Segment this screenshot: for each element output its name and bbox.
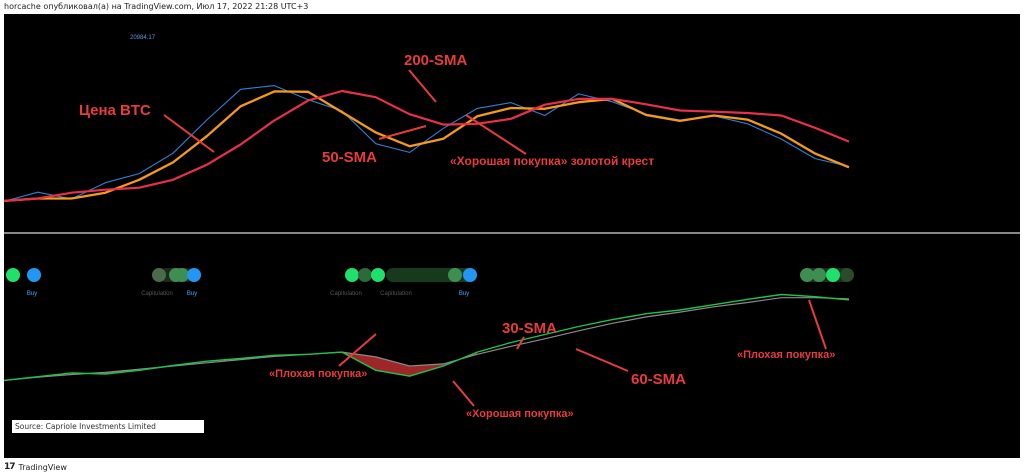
sma-50-line xyxy=(3,90,850,203)
arrow-btc-price xyxy=(163,114,215,153)
signal-dot xyxy=(27,268,41,282)
signal-dot xyxy=(812,268,826,282)
signal-label: Buy xyxy=(187,291,197,297)
signal-dot xyxy=(448,268,462,282)
annotation-golden-cross: «Хорошая покупка» золотой крест xyxy=(450,154,654,168)
signal-markers: Buy Capitulation Buy Capitulation Capitulati… xyxy=(6,268,854,297)
sma-60-line xyxy=(3,297,850,381)
footer: 17 TradingView xyxy=(4,460,67,474)
arrow-sma-200 xyxy=(408,69,437,103)
annotation-sma-50: 50-SMA xyxy=(322,149,377,166)
signal-label: Buy xyxy=(459,291,469,297)
tradingview-brand: TradingView xyxy=(18,462,67,472)
annotation-sma-60: 60-SMA xyxy=(631,371,686,388)
indicator-pane xyxy=(3,293,850,382)
arrow-good-buy xyxy=(452,380,475,407)
signal-dot xyxy=(840,268,854,282)
signal-label: Capitulation xyxy=(330,291,362,297)
sma-30-line xyxy=(3,293,850,382)
annotations: Цена BTC 200-SMA 50-SMA «Хорошая покупка» з… xyxy=(79,52,835,420)
signal-dot xyxy=(187,268,201,282)
signal-label: Capitulation xyxy=(380,291,412,297)
signal-dot xyxy=(175,268,189,282)
price-pane: 20984.17 xyxy=(3,35,850,203)
signal-dot xyxy=(826,268,840,282)
sma-200-line xyxy=(3,89,850,202)
annotation-good-buy: «Хорошая покупка» xyxy=(466,408,574,420)
tradingview-logo: 17 xyxy=(4,462,15,472)
annotation-sma-30: 30-SMA xyxy=(502,320,557,337)
source-label: Source: Capriole Investments Limited xyxy=(12,420,204,433)
signal-dot xyxy=(463,268,477,282)
signal-dot xyxy=(358,268,372,282)
arrow-golden-cross xyxy=(465,114,527,155)
signal-dot xyxy=(371,268,385,282)
annotation-btc-price: Цена BTC xyxy=(79,102,151,119)
signal-label: Buy xyxy=(27,291,37,297)
chart-area[interactable]: 20984.17 Buy Capitulation Buy Capitulation C… xyxy=(3,14,1020,458)
signal-dot xyxy=(152,268,166,282)
arrow-bad-buy-2 xyxy=(808,299,827,350)
annotation-bad-buy-2: «Плохая покупка» xyxy=(737,349,835,361)
signal-dot xyxy=(6,268,20,282)
signal-label: Capitulation xyxy=(141,291,173,297)
arrow-sma-50 xyxy=(378,125,427,140)
signal-dot xyxy=(800,268,814,282)
arrow-bad-buy-1 xyxy=(338,333,377,367)
arrow-sma-30 xyxy=(516,336,525,350)
signal-dot xyxy=(345,268,359,282)
annotation-bad-buy-1: «Плохая покупка» xyxy=(269,368,367,380)
publication-header: horcache опубликовал(а) на TradingView.c… xyxy=(4,2,309,11)
arrow-sma-60 xyxy=(575,348,629,372)
chart-canvas[interactable]: 20984.17 Buy Capitulation Buy Capitulation C… xyxy=(3,14,1020,458)
last-price-label: 20984.17 xyxy=(130,35,156,41)
annotation-sma-200: 200-SMA xyxy=(404,52,468,69)
